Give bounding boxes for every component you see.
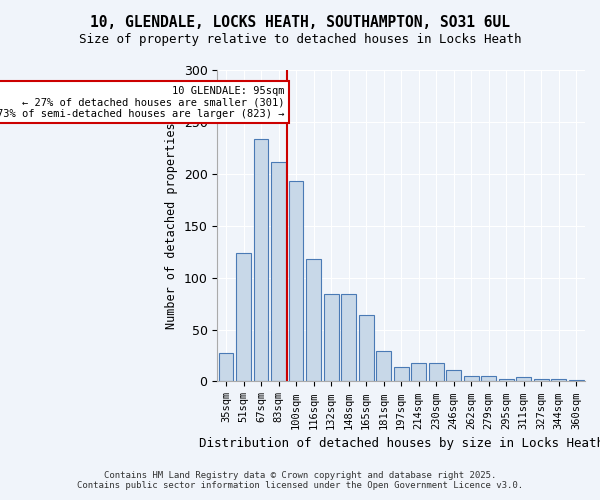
Text: 10 GLENDALE: 95sqm
← 27% of detached houses are smaller (301)
73% of semi-detach: 10 GLENDALE: 95sqm ← 27% of detached hou…: [0, 86, 284, 119]
Bar: [323, 294, 338, 382]
Y-axis label: Number of detached properties: Number of detached properties: [165, 122, 178, 329]
Bar: [218, 354, 233, 382]
Bar: [394, 367, 409, 382]
X-axis label: Distribution of detached houses by size in Locks Heath: Distribution of detached houses by size …: [199, 437, 600, 450]
Bar: [289, 181, 304, 382]
Bar: [429, 363, 443, 382]
Bar: [516, 378, 531, 382]
Bar: [569, 380, 584, 382]
Bar: [236, 252, 251, 382]
Text: 10, GLENDALE, LOCKS HEATH, SOUTHAMPTON, SO31 6UL: 10, GLENDALE, LOCKS HEATH, SOUTHAMPTON, …: [90, 15, 510, 30]
Text: Size of property relative to detached houses in Locks Heath: Size of property relative to detached ho…: [79, 32, 521, 46]
Bar: [481, 376, 496, 382]
Bar: [306, 259, 321, 382]
Bar: [341, 294, 356, 382]
Text: Contains HM Land Registry data © Crown copyright and database right 2025.
Contai: Contains HM Land Registry data © Crown c…: [77, 470, 523, 490]
Bar: [359, 315, 374, 382]
Bar: [376, 352, 391, 382]
Bar: [254, 138, 268, 382]
Bar: [551, 380, 566, 382]
Bar: [499, 380, 514, 382]
Bar: [534, 380, 548, 382]
Bar: [446, 370, 461, 382]
Bar: [271, 162, 286, 382]
Bar: [411, 363, 426, 382]
Bar: [464, 376, 479, 382]
